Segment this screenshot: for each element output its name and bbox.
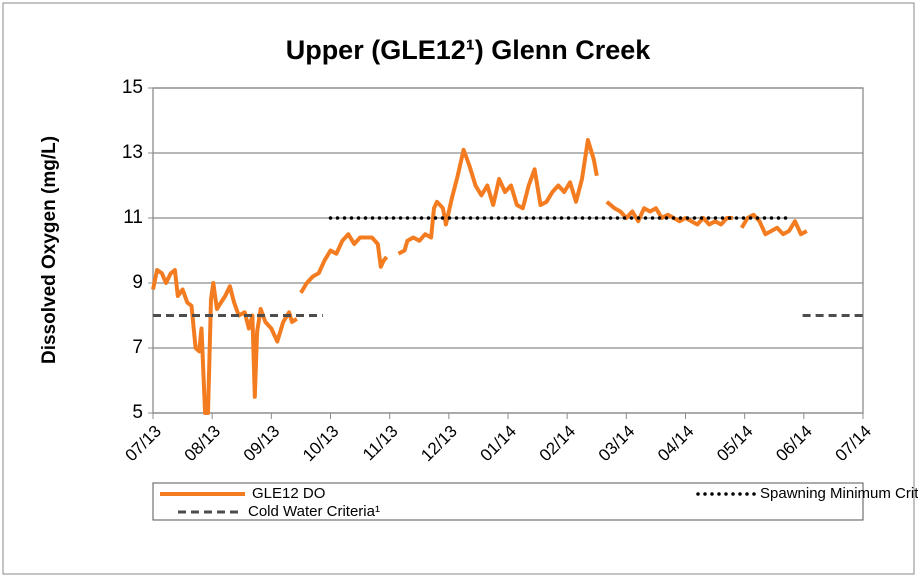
- data-line: [151, 138, 808, 415]
- y-tick-label: 15: [122, 77, 143, 98]
- legend-label: GLE12 DO: [252, 485, 325, 502]
- chart-title: Upper (GLE12¹) Glenn Creek: [286, 35, 652, 65]
- legend-label: Spawning Minimum Criteria¹: [760, 485, 918, 502]
- y-tick-label: 11: [123, 207, 143, 228]
- y-tick-label: 9: [132, 272, 143, 293]
- legend-label: Cold Water Criteria¹: [248, 503, 380, 520]
- legend-box: [152, 482, 864, 521]
- y-tick-label: 7: [132, 337, 143, 358]
- y-tick-label: 13: [122, 142, 143, 163]
- y-tick-label: 5: [132, 402, 143, 423]
- y-axis-label: Dissolved Oxygen (mg/L): [39, 136, 60, 364]
